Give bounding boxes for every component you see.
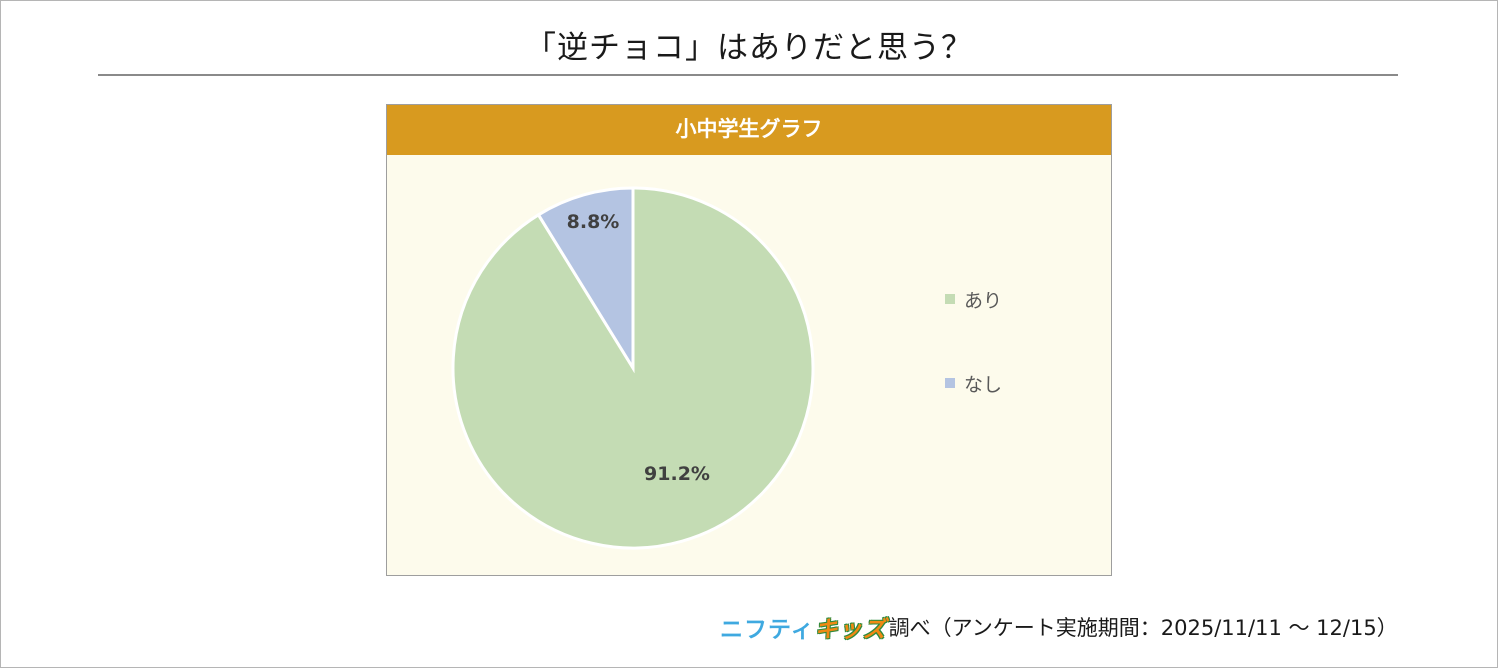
legend-item-ari: あり (945, 288, 1003, 312)
pie-chart: 91.2% 8.8% (451, 186, 815, 550)
legend-swatch-nashi (945, 378, 955, 388)
title-divider (98, 74, 1398, 76)
legend-label-nashi: なし (964, 373, 1003, 396)
chart-title: 小中学生グラフ (387, 105, 1111, 155)
logo-nifty-text: ニフティ (720, 617, 815, 643)
data-label-nashi: 8.8% (567, 211, 620, 233)
legend-label-ari: あり (964, 289, 1003, 312)
source-footer: ニフティ キッズ 調べ（アンケート実施期間：2025/11/11 ～ 12/15… (720, 610, 1398, 644)
data-label-ari: 91.2% (644, 463, 710, 485)
page-title: 「逆チョコ」はありだと思う？ (525, 30, 973, 66)
pie-slice-nashi (536, 186, 635, 374)
nifty-kids-logo: ニフティ キッズ (720, 610, 887, 644)
legend-swatch-ari (945, 294, 955, 304)
chart-container: 小中学生グラフ 91.2% 8.8% あり なし (386, 104, 1112, 576)
logo-kids-text: キッズ (814, 617, 887, 643)
survey-period-text: 調べ（アンケート実施期間：2025/11/11 ～ 12/15） (888, 616, 1398, 640)
legend-item-nashi: なし (945, 372, 1003, 396)
